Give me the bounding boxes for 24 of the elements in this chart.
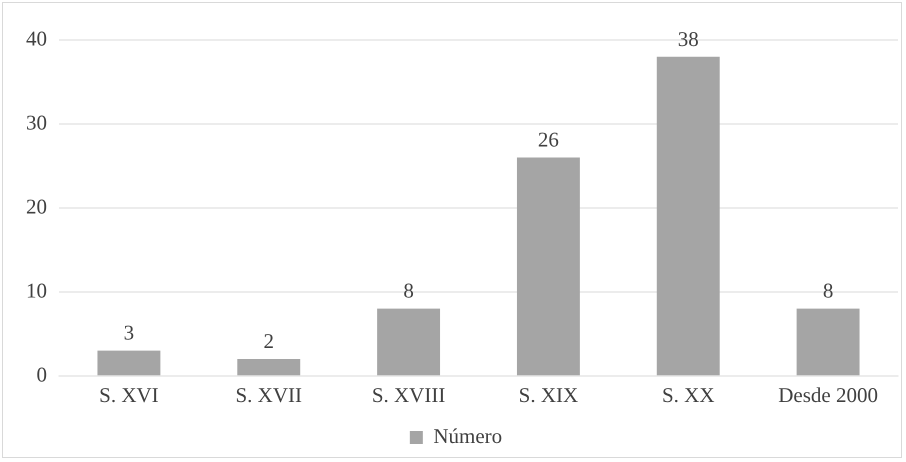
data-label: 3 [124,320,134,345]
y-tick-label: 30 [26,110,47,134]
bar [237,359,300,376]
x-tick-label: Desde 2000 [778,382,878,407]
bar [377,308,440,376]
data-label: 8 [403,278,414,303]
y-tick-label: 10 [26,278,47,302]
data-label: 38 [678,26,699,51]
bar [796,308,860,376]
y-tick-label: 40 [26,26,47,51]
x-tick-label: S. XIX [518,382,578,407]
x-tick-label: S. XVII [236,382,302,407]
bar [97,350,160,376]
x-tick-label: S. XX [662,382,715,407]
x-tick-label: S. XVI [99,382,159,407]
bar [516,158,580,376]
legend-label: Número [433,424,502,448]
bar [656,56,720,376]
data-label: 8 [822,278,834,303]
y-tick-label: 0 [36,362,47,386]
data-label: 2 [264,329,274,354]
y-tick-label: 20 [26,194,47,218]
x-tick-label: S. XVIII [372,382,446,407]
data-label: 26 [538,128,559,152]
